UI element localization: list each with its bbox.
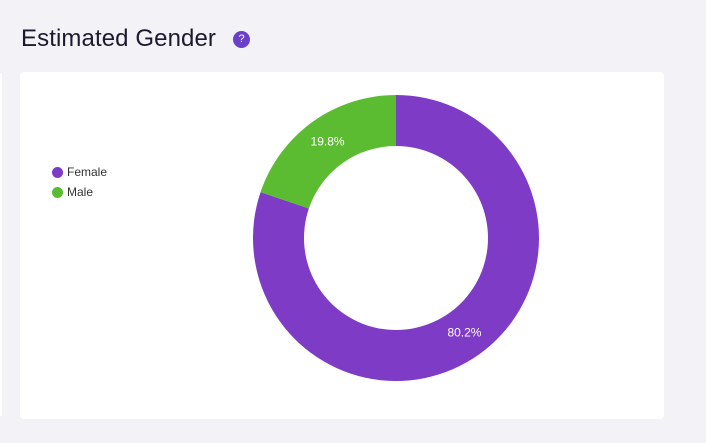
donut-labels: 80.2% 19.8% [311, 135, 482, 340]
legend-label-female: Female [67, 165, 108, 179]
legend-item-male[interactable]: Male [52, 182, 107, 202]
adjacent-panel-edge [0, 73, 2, 416]
data-label-female: 80.2% [447, 326, 481, 340]
slice-female[interactable] [252, 95, 539, 381]
legend-label-male: Male [67, 185, 94, 199]
legend-item-female[interactable]: Female [52, 162, 107, 182]
data-label-male: 19.8% [311, 135, 345, 149]
slice-male[interactable] [260, 95, 396, 209]
chart-legend: Female Male [52, 162, 107, 202]
help-icon[interactable]: ? [233, 31, 250, 48]
page-title: Estimated Gender [21, 25, 217, 52]
donut-chart: 80.2% 19.8% [252, 95, 539, 381]
legend-swatch-female [52, 166, 63, 178]
chart-card: Female Male 80.2% 19.8% [20, 72, 664, 419]
legend-swatch-male [52, 186, 63, 198]
donut-slices [252, 95, 539, 381]
